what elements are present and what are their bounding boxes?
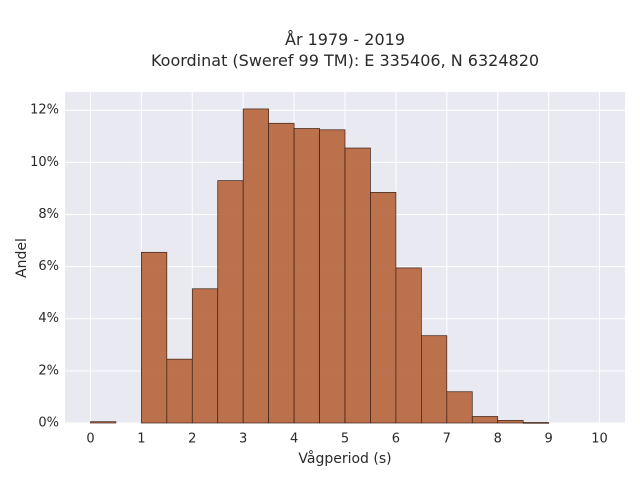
x-tick-label: 9 [544, 432, 552, 447]
x-tick-label: 1 [137, 432, 145, 447]
x-tick-label: 8 [494, 432, 502, 447]
x-tick-label: 0 [86, 432, 94, 447]
x-tick-label: 10 [591, 432, 608, 447]
histogram-bar [191, 288, 219, 424]
y-tick-label: 0% [38, 416, 59, 431]
y-tick-label: 10% [30, 155, 59, 170]
x-tick-label: 4 [290, 432, 298, 447]
histogram-bar [319, 129, 346, 424]
x-tick-label: 2 [188, 432, 196, 447]
chart-title-line-1: År 1979 - 2019 [285, 30, 405, 49]
y-axis-label: Andel [14, 238, 30, 278]
y-tick-label: 12% [30, 103, 59, 118]
x-tick-label: 3 [239, 432, 247, 447]
histogram-bars [90, 108, 549, 424]
x-tick-label: 6 [392, 432, 400, 447]
y-axis-ticks: 0% 2% 4% 6% 8% 10% 12% [30, 103, 59, 431]
y-tick-label: 4% [38, 311, 59, 326]
histogram-bar [242, 108, 269, 424]
x-tick-label: 7 [443, 432, 451, 447]
histogram-bar [90, 421, 117, 424]
histogram-bar [370, 191, 397, 424]
histogram-bar [522, 422, 549, 424]
histogram-bar [395, 267, 422, 424]
histogram-bar [141, 251, 168, 424]
histogram-bar [293, 128, 320, 424]
histogram-bar [344, 147, 371, 424]
y-tick-label: 2% [38, 363, 59, 378]
x-axis-label: Vågperiod (s) [298, 450, 391, 467]
histogram-bar [217, 180, 244, 424]
histogram-bar [471, 416, 499, 424]
histogram-bar [497, 420, 524, 424]
x-tick-label: 5 [341, 432, 349, 447]
y-tick-label: 6% [38, 259, 59, 274]
histogram-bar [421, 335, 448, 424]
y-tick-label: 8% [38, 207, 59, 222]
histogram-bar [268, 122, 295, 424]
chart-title-line-2: Koordinat (Sweref 99 TM): E 335406, N 63… [151, 51, 539, 70]
x-axis-ticks: 0 1 2 3 4 5 6 7 8 9 10 [86, 432, 608, 447]
histogram-bar [446, 391, 473, 424]
histogram-bar [166, 358, 193, 424]
